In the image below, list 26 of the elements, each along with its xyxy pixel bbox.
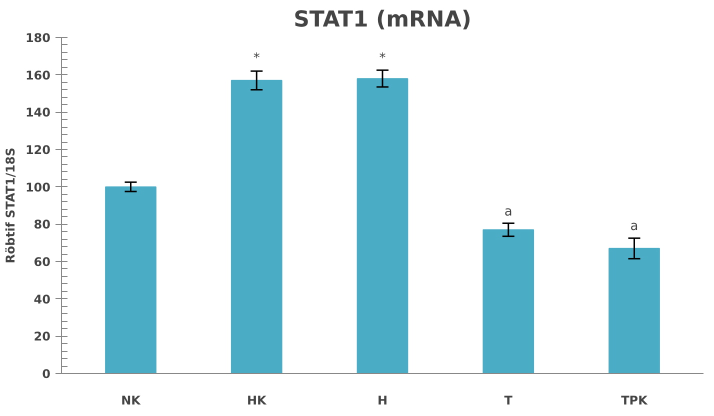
y-tick-label: 160 — [25, 68, 51, 82]
bar — [105, 186, 156, 374]
y-tick-label: 40 — [34, 292, 51, 306]
bar — [230, 80, 282, 374]
x-tick-label: NK — [121, 394, 142, 408]
x-tick-label: T — [504, 394, 514, 408]
bar — [482, 229, 534, 374]
y-tick-label: 140 — [25, 106, 51, 120]
y-tick-label: 0 — [42, 367, 51, 381]
x-tick-label: TPK — [621, 394, 648, 408]
y-tick-label: 180 — [25, 31, 51, 45]
y-tick-label: 80 — [34, 218, 51, 232]
y-tick-label: 100 — [25, 180, 51, 194]
annotation: a — [504, 204, 512, 220]
x-tick-label: HK — [246, 394, 267, 408]
bar — [608, 248, 660, 374]
y-tick-label: 120 — [25, 143, 51, 157]
annotation: * — [379, 51, 386, 66]
y-axis-title: Röbtif STAT1/18S — [3, 148, 18, 264]
annotation: * — [253, 51, 260, 66]
bar — [356, 78, 408, 374]
y-tick-label: 60 — [34, 255, 51, 269]
chart-title: STAT1 (mRNA) — [294, 8, 472, 32]
y-tick-label: 20 — [34, 330, 51, 344]
annotation: a — [630, 219, 638, 234]
x-tick-label: H — [377, 394, 388, 408]
